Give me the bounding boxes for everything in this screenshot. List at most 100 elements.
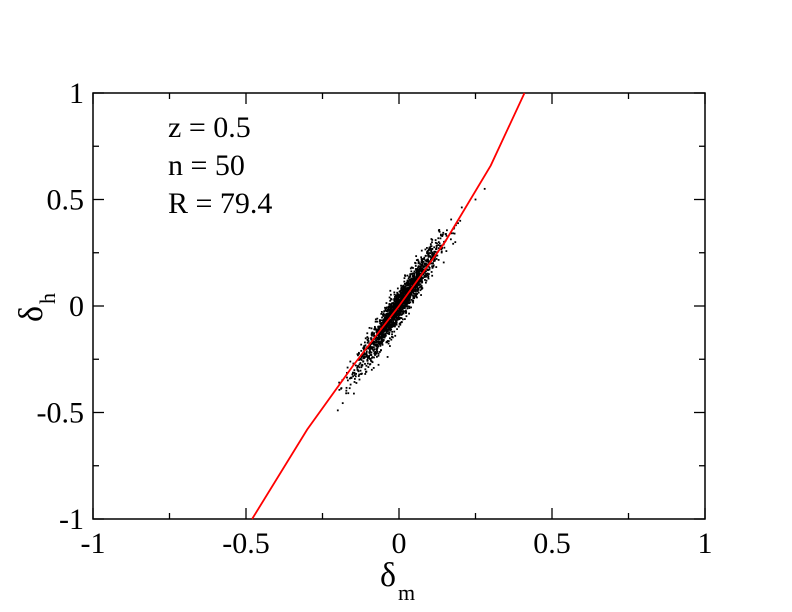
scatter-point: [418, 273, 421, 275]
scatter-point: [402, 287, 405, 290]
scatter-point: [408, 293, 411, 296]
scatter-point: [399, 307, 402, 310]
scatter-point: [381, 339, 384, 341]
scatter-point: [370, 368, 373, 371]
scatter-point: [379, 343, 381, 346]
scatter-point: [403, 280, 406, 283]
scatter-point: [430, 238, 433, 240]
scatter-point: [445, 250, 448, 252]
scatter-point: [394, 314, 396, 317]
scatter-point: [366, 354, 368, 357]
scatter-points: [336, 187, 486, 412]
x-axis-label-symbol: δ: [380, 557, 396, 594]
scatter-point: [406, 290, 408, 293]
scatter-point: [362, 356, 365, 358]
scatter-point: [396, 298, 399, 301]
scatter-point: [409, 273, 412, 276]
scatter-point: [410, 293, 412, 296]
scatter-point: [427, 249, 430, 252]
scatter-point: [459, 219, 462, 222]
scatter-point: [426, 258, 429, 261]
scatter-point: [381, 331, 384, 334]
scatter-point: [353, 374, 356, 376]
scatter-point: [390, 324, 393, 326]
scatter-point: [435, 258, 438, 260]
scatter-point: [370, 359, 372, 362]
scatter-point: [377, 337, 380, 340]
scatter-point: [368, 351, 371, 354]
scatter-point: [413, 272, 416, 275]
scatter-point: [407, 280, 410, 282]
scatter-point: [432, 260, 435, 262]
scatter-point: [432, 264, 435, 267]
scatter-point: [353, 381, 356, 383]
scatter-point: [388, 303, 391, 305]
scatter-point: [441, 247, 444, 249]
scatter-point: [437, 237, 440, 240]
scatter-point: [396, 291, 399, 294]
annotation-block: z = 0.5 n = 50 R = 79.4: [168, 111, 272, 220]
scatter-point: [440, 251, 443, 254]
scatter-point: [408, 300, 411, 302]
scatter-point: [379, 342, 382, 345]
scatter-point: [371, 361, 374, 364]
scatter-point: [383, 314, 386, 316]
scatter-point: [424, 274, 427, 277]
scatter-point: [410, 283, 413, 286]
scatter-point: [424, 263, 427, 266]
scatter-point: [412, 292, 415, 295]
scatter-point: [365, 350, 368, 353]
scatter-point: [388, 325, 391, 327]
scatter-point: [370, 354, 373, 356]
scatter-point: [411, 280, 414, 283]
scatter-point: [372, 367, 375, 369]
scatter-point: [408, 312, 410, 315]
scatter-point: [381, 330, 383, 332]
scatter-point: [400, 286, 403, 289]
scatter-point: [374, 354, 376, 356]
scatter-point: [397, 293, 400, 296]
scatter-point: [418, 268, 421, 271]
scatter-point: [371, 331, 374, 334]
scatter-point: [357, 375, 360, 377]
scatter-point: [428, 266, 431, 269]
scatter-point: [427, 277, 430, 280]
fit-line-group: [251, 92, 526, 520]
scatter-point: [370, 346, 373, 349]
scatter-point: [406, 279, 409, 282]
scatter-point: [393, 330, 396, 333]
y-tick-label: 0: [69, 290, 84, 323]
scatter-point: [402, 312, 404, 315]
scatter-point: [392, 307, 395, 310]
scatter-point: [429, 247, 432, 250]
scatter-point: [393, 318, 395, 320]
scatter-point: [410, 306, 412, 309]
scatter-point: [392, 302, 395, 304]
scatter-point: [394, 300, 397, 303]
scatter-point: [400, 297, 403, 299]
scatter-point: [435, 248, 437, 251]
scatter-point: [377, 341, 380, 343]
scatter-point: [391, 305, 393, 308]
scatter-point: [450, 218, 453, 221]
scatter-point: [358, 359, 360, 361]
scatter-point: [403, 286, 406, 289]
scatter-point: [384, 309, 387, 312]
scatter-point: [362, 346, 365, 349]
scatter-point: [365, 364, 368, 367]
scatter-point: [370, 338, 373, 341]
scatter-point: [375, 349, 378, 351]
scatter-point: [408, 305, 411, 308]
scatter-point: [390, 311, 393, 314]
scatter-point: [449, 238, 452, 241]
scatter-point: [417, 266, 419, 269]
scatter-point: [417, 287, 420, 290]
scatter-point: [418, 284, 420, 287]
scatter-point: [373, 356, 375, 359]
scatter-point: [424, 281, 427, 284]
scatter-point: [345, 389, 348, 392]
scatter-point: [395, 323, 398, 326]
scatter-point: [380, 312, 383, 315]
scatter-point: [425, 254, 427, 257]
scatter-point: [403, 318, 406, 321]
